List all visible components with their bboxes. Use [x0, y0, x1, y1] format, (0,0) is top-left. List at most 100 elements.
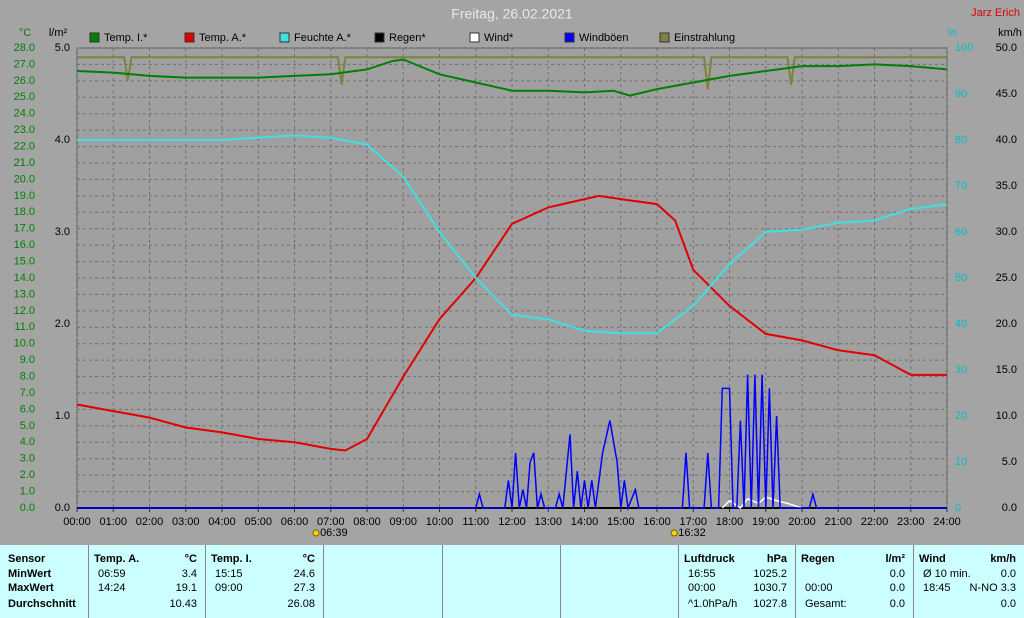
y-tick-label: 5.0 — [55, 42, 70, 54]
column-unit: hPa — [766, 553, 787, 565]
cell-time: 09:00 — [215, 582, 243, 594]
y-tick-label: 0.0 — [55, 502, 70, 514]
cell-value: 3.4 — [181, 568, 197, 580]
x-tick-label: 16:00 — [643, 516, 671, 528]
y-tick-label: 18.0 — [14, 206, 35, 218]
cell-value: 0.0 — [1000, 568, 1016, 580]
legend-label: Regen* — [389, 32, 426, 44]
cell-border — [795, 545, 796, 618]
y-tick-label: 8.0 — [20, 370, 35, 382]
row-label: MinWert — [8, 568, 52, 580]
cell-value: 1030.7 — [753, 582, 787, 594]
column-unit: °C — [184, 553, 197, 565]
cell-border — [678, 545, 679, 618]
legend-swatch — [659, 32, 670, 43]
x-tick-label: 03:00 — [172, 516, 200, 528]
y-tick-label: 3.0 — [20, 453, 35, 465]
axis-title: % — [947, 27, 957, 39]
legend-label: Einstrahlung — [674, 32, 735, 44]
x-tick-label: 12:00 — [498, 516, 526, 528]
y-tick-label: 22.0 — [14, 140, 35, 152]
row-label: Sensor — [8, 553, 46, 565]
summary-table: Sensor MinWert MaxWert Durchschnitt Temp. A.… — [0, 545, 1024, 618]
column-unit: l/m² — [885, 553, 905, 565]
legend-swatch — [184, 32, 195, 43]
y-tick-label: 10.0 — [14, 338, 35, 350]
row-label: MaxWert — [8, 582, 54, 594]
y-tick-label: 5.0 — [20, 420, 35, 432]
x-tick-label: 21:00 — [824, 516, 852, 528]
series-line — [77, 56, 947, 90]
y-tick-label: 50 — [955, 272, 967, 284]
y-tick-label: 80 — [955, 134, 967, 146]
column-unit: °C — [302, 553, 315, 565]
sun-icon — [312, 529, 320, 537]
y-tick-label: 6.0 — [20, 403, 35, 415]
x-tick-label: 02:00 — [136, 516, 164, 528]
y-tick-label: 24.0 — [14, 108, 35, 120]
cell-time: Ø 10 min. — [923, 568, 971, 580]
y-tick-label: 27.0 — [14, 58, 35, 70]
y-tick-label: 0.0 — [20, 502, 35, 514]
y-tick-label: 90 — [955, 88, 967, 100]
legend-swatch — [469, 32, 480, 43]
y-tick-label: 20.0 — [14, 173, 35, 185]
column-header: Luftdruck — [684, 553, 735, 565]
series-line — [76, 194, 947, 452]
column-header: Wind — [919, 553, 946, 565]
cell-time: 15:15 — [215, 568, 243, 580]
chart: Freitag, 26.02.2021 Jarz Erich °C l/m² %… — [14, 6, 1022, 539]
x-tick-label: 24:00 — [933, 516, 961, 528]
cell-value: N-NO 3.3 — [969, 582, 1016, 594]
y-tick-label: 15.0 — [14, 255, 35, 267]
legend-label: Feuchte A.* — [294, 32, 352, 44]
y-tick-label: 13.0 — [14, 288, 35, 300]
series-line — [77, 374, 947, 511]
y-tick-label: 45.0 — [996, 88, 1017, 100]
y-tick-label: 28.0 — [14, 42, 35, 54]
y-tick-label: 100 — [955, 42, 973, 54]
y-tick-label: 7.0 — [20, 387, 35, 399]
x-tick-label: 08:00 — [353, 516, 381, 528]
legend-swatch — [564, 32, 575, 43]
column-unit: km/h — [990, 553, 1016, 565]
x-tick-label: 23:00 — [897, 516, 925, 528]
axis-title: l/m² — [49, 27, 68, 39]
series-line — [76, 58, 948, 97]
sun-icon — [670, 529, 678, 537]
cell-border — [205, 545, 206, 618]
y-tick-label: 40.0 — [996, 134, 1017, 146]
row-label: Durchschnitt — [8, 598, 76, 610]
x-tick-label: 13:00 — [534, 516, 562, 528]
author: Jarz Erich — [971, 7, 1020, 19]
y-tick-label: 35.0 — [996, 180, 1017, 192]
y-tick-label: 5.0 — [1002, 456, 1017, 468]
cell-time: 00:00 — [688, 582, 716, 594]
y-tick-label: 3.0 — [55, 226, 70, 238]
cell-time: 18:45 — [923, 582, 951, 594]
cell-value: 27.3 — [293, 582, 315, 594]
y-tick-label: 26.0 — [14, 75, 35, 87]
x-tick-label: 14:00 — [571, 516, 599, 528]
cell-border — [560, 545, 561, 618]
x-tick-label: 06:00 — [281, 516, 309, 528]
annotation: 06:39 — [320, 527, 348, 539]
cell-value: 0.0 — [1000, 598, 1016, 610]
y-tick-label: 23.0 — [14, 124, 35, 136]
cell-time: 16:55 — [688, 568, 716, 580]
y-tick-label: 11.0 — [14, 321, 35, 333]
y-tick-label: 4.0 — [55, 134, 70, 146]
cell-value: 0.0 — [889, 598, 905, 610]
legend-swatch — [89, 32, 100, 43]
y-tick-label: 4.0 — [20, 436, 35, 448]
cell-border — [913, 545, 914, 618]
cell-time: Gesamt: — [805, 598, 847, 610]
x-tick-label: 20:00 — [788, 516, 816, 528]
axis-title: °C — [19, 27, 31, 39]
x-tick-label: 17:00 — [679, 516, 707, 528]
x-tick-label: 05:00 — [244, 516, 272, 528]
legend-swatch — [374, 32, 385, 43]
y-tick-label: 17.0 — [14, 223, 35, 235]
cell-time: 00:00 — [805, 582, 833, 594]
